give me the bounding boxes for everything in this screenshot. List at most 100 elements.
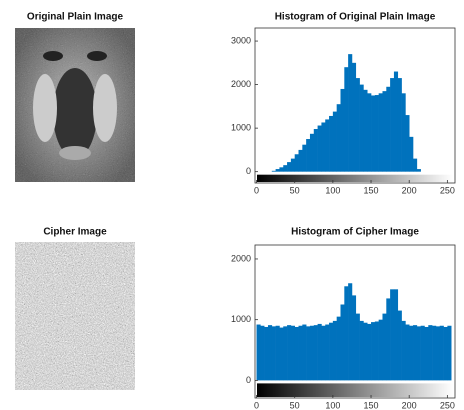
bar	[299, 150, 303, 172]
bar	[447, 326, 451, 381]
bar	[367, 93, 371, 171]
x-tick-label: 50	[290, 400, 300, 410]
bar	[379, 93, 383, 171]
bar	[340, 89, 344, 172]
x-tick-label: 150	[364, 400, 379, 410]
y-tick-label: 1000	[231, 123, 251, 133]
bar	[371, 322, 375, 380]
cheek	[33, 74, 57, 142]
x-tick-label: 100	[325, 185, 340, 195]
bar	[337, 317, 341, 381]
bar	[352, 295, 356, 380]
bar	[306, 139, 310, 172]
bar	[367, 324, 371, 380]
bar	[291, 159, 295, 172]
bar	[306, 326, 310, 380]
bar	[272, 326, 276, 380]
bar	[382, 91, 386, 172]
bar	[314, 129, 318, 172]
snout	[53, 68, 97, 158]
bar	[260, 326, 264, 381]
bar	[329, 116, 333, 172]
bar	[295, 327, 299, 380]
bar	[333, 321, 337, 381]
bar	[283, 326, 287, 380]
bar	[432, 326, 436, 381]
bar	[363, 323, 367, 381]
bar	[409, 137, 413, 172]
image-title: Cipher Image	[43, 227, 107, 238]
chart-title: Histogram of Original Plain Image	[275, 12, 436, 23]
bar	[302, 145, 306, 172]
bar	[340, 305, 344, 381]
bar	[325, 119, 329, 171]
bar	[390, 78, 394, 172]
eye	[87, 51, 107, 61]
bar	[444, 327, 448, 380]
x-tick-label: 50	[290, 185, 300, 195]
cheek	[93, 74, 117, 142]
bar	[295, 154, 299, 171]
bar	[299, 326, 303, 381]
bar	[348, 54, 352, 172]
bar	[421, 326, 425, 381]
y-tick-label: 2000	[231, 79, 251, 89]
x-tick-label: 250	[440, 185, 455, 195]
x-tick-label: 150	[364, 185, 379, 195]
bar	[310, 326, 314, 381]
bar	[329, 323, 333, 381]
eye	[43, 51, 63, 61]
bar	[375, 322, 379, 381]
bar	[402, 93, 406, 171]
bar	[405, 325, 409, 381]
bar	[276, 169, 280, 172]
chart-title: Histogram of Cipher Image	[291, 227, 419, 238]
image-title: Original Plain Image	[27, 12, 124, 23]
bar	[272, 171, 276, 172]
bar	[360, 321, 364, 381]
x-tick-label: 100	[325, 400, 340, 410]
bar	[314, 325, 318, 380]
bar	[264, 327, 268, 380]
x-tick-label: 200	[402, 400, 417, 410]
bar	[360, 85, 364, 172]
bar	[310, 134, 314, 172]
bar	[379, 320, 383, 381]
bar	[371, 95, 375, 171]
bar	[318, 126, 322, 172]
bar	[321, 326, 325, 381]
bar	[436, 326, 440, 380]
bar	[321, 122, 325, 171]
bar	[394, 289, 398, 380]
bar	[302, 325, 306, 381]
bar	[413, 325, 417, 380]
bar	[363, 90, 367, 172]
bar	[333, 112, 337, 172]
nose	[59, 146, 91, 160]
bar	[413, 159, 417, 172]
bar	[356, 314, 360, 381]
bar	[279, 328, 283, 381]
bar	[337, 104, 341, 171]
bar	[424, 327, 428, 380]
bar	[344, 67, 348, 171]
y-tick-label: 2000	[231, 253, 251, 263]
bar	[283, 165, 287, 172]
bar	[287, 325, 291, 380]
y-tick-label: 1000	[231, 314, 251, 324]
y-tick-label: 3000	[231, 35, 251, 45]
bar	[356, 78, 360, 172]
bar	[417, 326, 421, 380]
bar	[409, 326, 413, 381]
bar	[291, 326, 295, 381]
bar	[390, 289, 394, 380]
bar	[428, 325, 432, 380]
bar	[268, 325, 272, 380]
bar	[394, 72, 398, 172]
x-tick-label: 0	[254, 400, 259, 410]
bar	[402, 321, 406, 381]
bar	[386, 298, 390, 380]
bar	[398, 78, 402, 172]
x-tick-label: 0	[254, 185, 259, 195]
bar	[440, 326, 444, 381]
